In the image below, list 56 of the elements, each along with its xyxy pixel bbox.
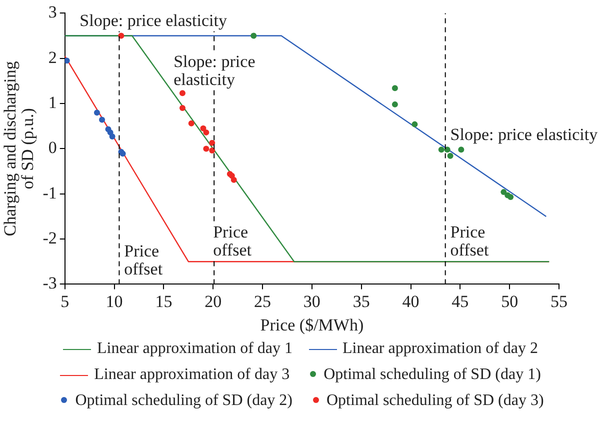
point	[94, 110, 100, 116]
legend-label: Linear approximation of day 1	[97, 340, 292, 357]
y-tick-label: -1	[42, 183, 57, 202]
legend-label: Optimal scheduling of SD (day 3)	[326, 392, 544, 409]
annotation: Slope: price elasticity	[450, 124, 598, 144]
point	[250, 32, 257, 39]
x-tick-label: 35	[352, 292, 370, 311]
x-tick-label: 50	[501, 292, 518, 311]
point	[500, 189, 507, 196]
point	[458, 146, 464, 153]
legend-label: Optimal scheduling of SD (day 1)	[324, 366, 541, 383]
y-tick-label: 3	[48, 2, 57, 22]
annotation: Price offset	[213, 222, 252, 260]
point	[64, 58, 70, 64]
legend-label: Linear approximation of day 3	[94, 366, 290, 383]
point	[230, 176, 237, 183]
point	[209, 140, 216, 146]
annotation: Price offset	[124, 242, 163, 279]
point	[179, 90, 186, 96]
point	[508, 194, 514, 200]
y-tick-label: 1	[48, 93, 57, 112]
point	[118, 32, 124, 39]
x-tick-label: 55	[550, 292, 568, 311]
x-tick-label: 15	[155, 292, 172, 311]
y-tick-label: 0	[48, 138, 57, 158]
annotation: Price offset	[450, 222, 489, 260]
point	[447, 152, 454, 159]
x-tick-label: 10	[106, 292, 123, 311]
point	[203, 129, 210, 136]
point	[200, 125, 206, 132]
point	[392, 101, 398, 108]
x-tick-label: 40	[402, 292, 420, 311]
x-tick-label: 20	[204, 292, 222, 311]
x-axis-title: Price ($/MWh)	[260, 315, 364, 334]
point	[203, 146, 210, 152]
point	[392, 85, 398, 92]
x-tick-label: 5	[60, 292, 70, 311]
point	[444, 146, 450, 153]
point	[99, 116, 106, 123]
legend-label: Linear approximation of day 2	[342, 340, 538, 357]
y-axis-title: Charging and discharging of SD (p.u.)	[0, 60, 38, 236]
x-tick-label: 25	[254, 292, 272, 311]
point	[209, 148, 216, 154]
x-tick-label: 30	[303, 292, 320, 311]
y-tick-label: -2	[42, 228, 57, 248]
point	[412, 121, 418, 128]
point	[179, 105, 186, 112]
x-tick-label: 45	[452, 292, 469, 311]
y-tick-label: 2	[48, 48, 57, 67]
annotation: Slope: price elasticity	[80, 11, 228, 30]
point	[109, 134, 116, 140]
point	[438, 146, 444, 153]
annotation: Slope: price elasticity	[174, 52, 256, 89]
point	[188, 120, 194, 126]
legend-label: Optimal scheduling of SD (day 2)	[75, 392, 292, 409]
y-tick-label: -3	[42, 274, 57, 293]
